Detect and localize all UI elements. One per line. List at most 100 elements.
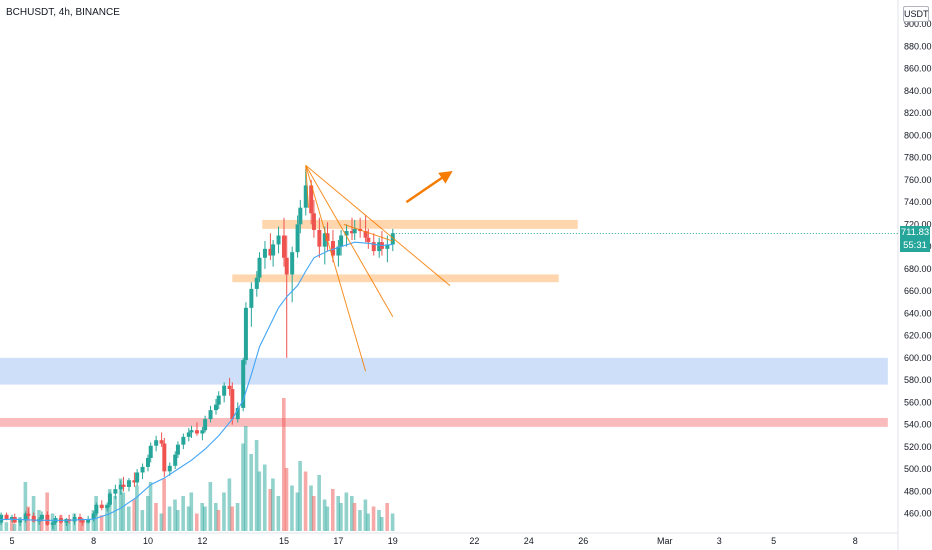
candle-body-down — [227, 385, 232, 390]
candle-body-down — [350, 231, 354, 234]
volume-bar — [12, 524, 17, 531]
y-tick-label: 520.00 — [904, 442, 932, 452]
candle-body-up — [72, 516, 77, 522]
volume-bar — [189, 492, 194, 531]
candle-body-down — [317, 229, 322, 247]
volume-bar — [200, 503, 204, 531]
candle-body-down — [121, 484, 126, 487]
zone-orange — [262, 219, 578, 229]
volume-bar — [203, 506, 207, 531]
volume-bar — [262, 464, 267, 531]
candle-body-up — [243, 307, 248, 361]
volume-bar — [336, 496, 340, 531]
x-tick-label: 12 — [197, 536, 207, 546]
candle-body-up — [50, 522, 55, 525]
volume-bar — [268, 489, 272, 531]
candle-body-up — [189, 430, 194, 433]
candle-body-up — [208, 410, 213, 420]
y-tick-label: 620.00 — [904, 331, 932, 341]
volume-bar — [175, 510, 180, 531]
volume-bar — [186, 506, 191, 531]
zone-blue — [0, 357, 888, 385]
volume-bar — [216, 510, 221, 531]
volume-bar — [4, 522, 9, 531]
zones-layer — [0, 219, 888, 427]
volume-bar — [379, 517, 384, 531]
x-tick-label: 22 — [469, 536, 479, 546]
x-tick-label: 10 — [143, 536, 153, 546]
candle-body-down — [45, 514, 50, 525]
volume-bar — [276, 496, 281, 531]
candle-body-up — [298, 207, 303, 225]
candle-body-down — [80, 520, 85, 523]
candle-body-up — [181, 436, 186, 445]
candle-body-down — [78, 516, 82, 521]
x-tick-label: 26 — [578, 536, 588, 546]
candle-body-up — [113, 489, 118, 494]
volume-layer — [0, 398, 395, 531]
volume-bar — [309, 485, 313, 531]
y-tick-label: 760.00 — [904, 175, 932, 185]
candle-body-up — [135, 472, 140, 483]
volume-bar — [249, 454, 253, 531]
currency-badge[interactable]: USDT — [903, 6, 929, 22]
x-tick-label: 8 — [853, 536, 858, 546]
y-tick-label: 580.00 — [904, 375, 932, 385]
x-tick-label: 15 — [279, 536, 289, 546]
candle-body-up — [175, 444, 180, 455]
candle-body-up — [352, 228, 357, 234]
y-tick-label: 820.00 — [904, 108, 932, 118]
y-tick-label: 600.00 — [904, 353, 932, 363]
volume-bar — [290, 485, 294, 531]
candle-body-up — [203, 419, 208, 431]
last-price-tag: 711.83 — [900, 226, 930, 240]
ma-line — [0, 241, 393, 521]
y-tick-label: 740.00 — [904, 197, 932, 207]
volume-bar — [99, 515, 104, 531]
volume-bar — [330, 489, 335, 531]
volume-bar — [154, 503, 158, 531]
volume-bar — [295, 492, 300, 531]
candle-body-up — [64, 519, 69, 523]
volume-bar — [303, 471, 308, 531]
candle-body-up — [241, 360, 246, 408]
volume-bar — [121, 492, 126, 531]
candles-layer — [0, 168, 395, 530]
candle-body-up — [154, 440, 159, 446]
volume-bar — [227, 478, 232, 531]
candle-body-up — [91, 513, 96, 520]
volume-bar — [23, 482, 28, 531]
candle-body-down — [159, 440, 164, 444]
candle-body-up — [167, 465, 172, 472]
volume-bar — [241, 443, 245, 531]
candle-body-down — [230, 389, 235, 420]
y-tick-label: 560.00 — [904, 397, 932, 407]
arrow-head — [438, 170, 453, 184]
volume-bar — [325, 506, 330, 531]
candle-body-up — [377, 242, 382, 252]
candle-body-up — [254, 277, 259, 289]
volume-bar — [39, 515, 44, 531]
volume-bar — [230, 506, 234, 531]
candle-body-down — [268, 248, 273, 256]
candle-body-up — [126, 480, 131, 487]
volume-bar — [113, 496, 117, 531]
candle-body-down — [162, 443, 167, 472]
x-tick-label: 24 — [524, 536, 534, 546]
candle-body-up — [186, 432, 191, 437]
candle-body-up — [39, 514, 44, 520]
volume-bar — [173, 499, 177, 531]
volume-bar — [107, 489, 112, 531]
x-tick-label: 8 — [91, 536, 96, 546]
volume-bar — [254, 440, 259, 531]
candle-body-down — [366, 237, 371, 243]
volume-bar — [162, 478, 166, 531]
volume-bar — [148, 482, 153, 531]
volume-bar — [105, 506, 109, 531]
candle-body-up — [295, 224, 300, 253]
candle-body-up — [390, 233, 395, 245]
volume-bar — [132, 499, 136, 531]
volume-bar — [317, 475, 321, 531]
